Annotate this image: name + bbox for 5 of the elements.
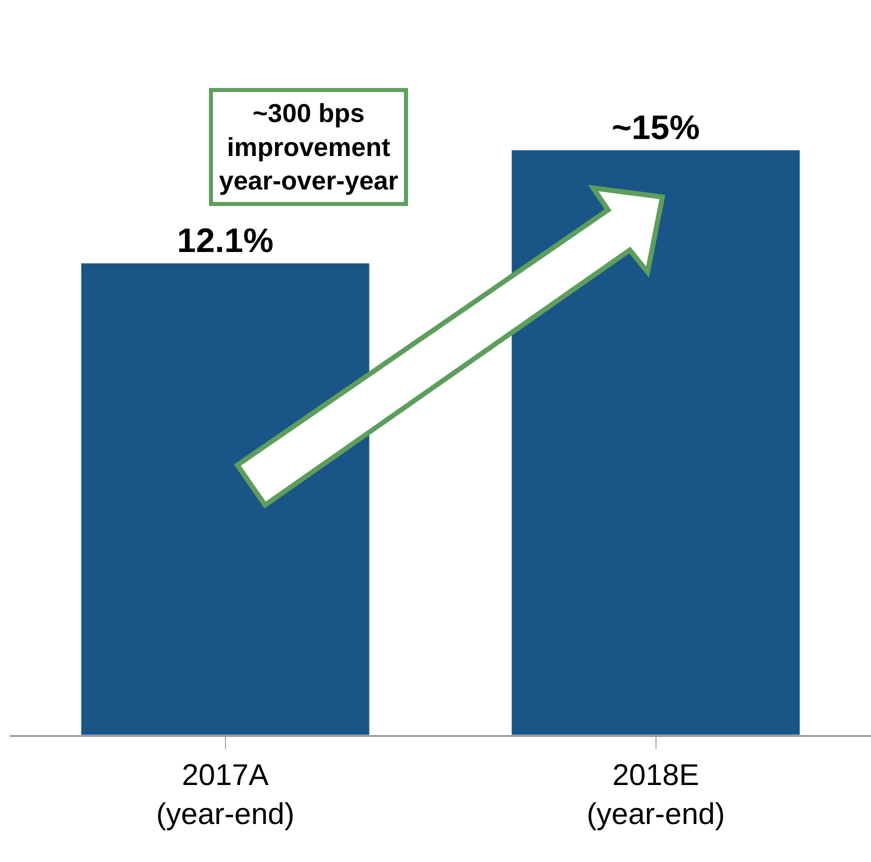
annotation: ~300 bps improvement year-over-year [219,98,398,196]
data-label: 12.1% [177,222,274,260]
data-label: ~15% [612,109,700,147]
x-tick-label: 2017A (year-end) [156,758,294,831]
x-tick-label: 2018E (year-end) [586,758,725,831]
